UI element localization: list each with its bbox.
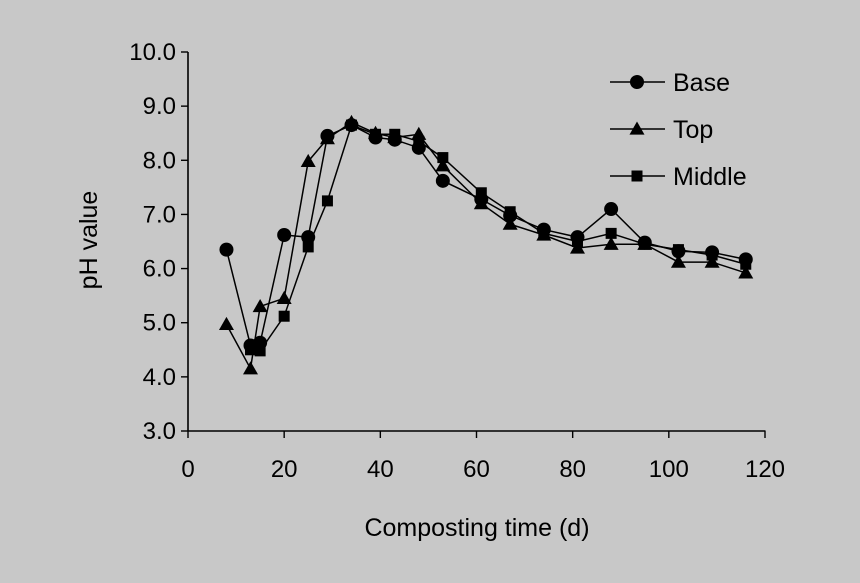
legend-item-base: Base xyxy=(610,69,730,97)
data-point-top xyxy=(473,196,489,210)
legend-marker-top xyxy=(629,121,645,135)
data-point-middle xyxy=(345,119,357,131)
axes xyxy=(187,52,766,432)
data-point-middle xyxy=(538,227,550,239)
series-middle xyxy=(245,119,752,357)
data-point-top xyxy=(738,265,754,279)
legend-label-middle: Middle xyxy=(673,163,747,191)
x-axis-ticks: 0 20 40 60 80 100 120 xyxy=(181,431,785,483)
legend-marker-middle xyxy=(631,170,643,182)
data-point-base xyxy=(301,230,316,245)
data-point-top xyxy=(502,216,518,230)
data-point-top xyxy=(670,254,686,268)
data-point-base xyxy=(604,202,619,217)
x-tick-label: 80 xyxy=(559,456,586,483)
data-point-middle xyxy=(639,238,651,250)
data-point-base xyxy=(277,228,292,243)
data-point-middle xyxy=(389,128,401,140)
data-point-middle xyxy=(370,128,382,140)
data-point-top xyxy=(218,316,234,330)
x-tick-label: 20 xyxy=(271,456,298,483)
y-tick-label: 4.0 xyxy=(143,364,176,391)
data-point-top xyxy=(319,131,335,145)
data-point-middle xyxy=(278,310,290,322)
data-point-middle xyxy=(321,195,333,207)
data-point-base xyxy=(219,242,234,257)
x-tick-label: 60 xyxy=(463,456,490,483)
data-point-top xyxy=(243,361,259,375)
data-point-top xyxy=(276,290,292,304)
data-point-middle xyxy=(475,187,487,199)
y-axis-ticks: 3.0 4.0 5.0 6.0 7.0 8.0 9.0 10.0 xyxy=(129,39,188,445)
x-tick-label: 120 xyxy=(745,456,785,483)
data-point-top xyxy=(569,240,585,254)
legend-item-top: Top xyxy=(610,116,713,144)
legend-item-middle: Middle xyxy=(610,163,747,191)
data-point-middle xyxy=(504,206,516,218)
series-layer xyxy=(218,114,754,375)
data-point-middle xyxy=(740,258,752,270)
data-point-middle xyxy=(571,236,583,247)
data-point-middle xyxy=(245,344,257,356)
legend: Base Top Middle xyxy=(610,69,747,191)
y-tick-label: 5.0 xyxy=(143,310,176,337)
y-tick-label: 3.0 xyxy=(143,418,176,445)
y-axis-title: pH value xyxy=(75,191,103,290)
legend-label-top: Top xyxy=(673,116,713,144)
data-point-middle xyxy=(672,244,684,256)
data-point-top xyxy=(300,153,316,167)
data-point-middle xyxy=(706,249,718,261)
y-tick-label: 8.0 xyxy=(143,147,176,174)
y-tick-label: 6.0 xyxy=(143,256,176,283)
data-point-top xyxy=(435,158,451,172)
legend-marker-base xyxy=(630,75,644,89)
data-point-top xyxy=(252,298,268,313)
data-point-middle xyxy=(254,345,266,357)
data-point-top xyxy=(704,254,720,268)
y-tick-label: 9.0 xyxy=(143,93,176,120)
data-point-middle xyxy=(437,152,449,164)
data-point-middle xyxy=(302,241,314,253)
x-tick-label: 0 xyxy=(181,456,194,483)
y-tick-label: 10.0 xyxy=(129,39,176,66)
legend-label-base: Base xyxy=(673,69,730,97)
data-point-top xyxy=(603,236,619,250)
x-axis-title: Composting time (d) xyxy=(364,514,589,542)
x-tick-label: 40 xyxy=(367,456,394,483)
x-tick-label: 100 xyxy=(649,456,689,483)
y-tick-label: 7.0 xyxy=(143,201,176,228)
data-point-middle xyxy=(605,227,617,239)
data-point-base xyxy=(435,173,450,188)
series-line-middle xyxy=(250,124,746,352)
series-base xyxy=(219,118,753,353)
data-point-middle xyxy=(413,135,425,147)
